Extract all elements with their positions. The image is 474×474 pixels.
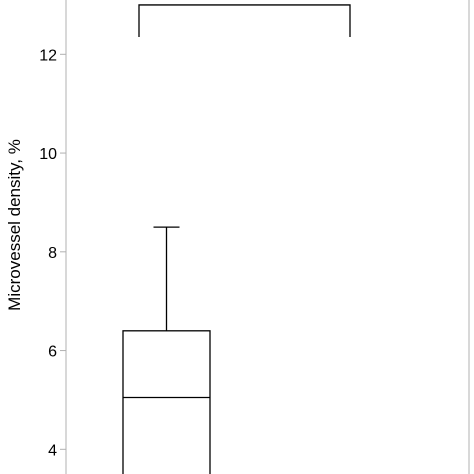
y-tick-label: 12	[39, 47, 57, 64]
significance-bracket	[138, 4, 351, 38]
significance-bracket-group	[138, 4, 351, 38]
y-tick-label: 4	[48, 442, 57, 459]
y-axis-label: Microvessel density, %	[5, 139, 24, 311]
plot-axes	[65, 0, 470, 474]
y-tick-label: 8	[48, 245, 57, 262]
y-tick-label: 10	[39, 146, 57, 163]
box-iqr	[122, 330, 211, 474]
y-tick-label: 6	[48, 344, 57, 361]
boxes-group	[122, 226, 211, 474]
y-ticks: 4 6 8 10 12	[39, 47, 66, 459]
